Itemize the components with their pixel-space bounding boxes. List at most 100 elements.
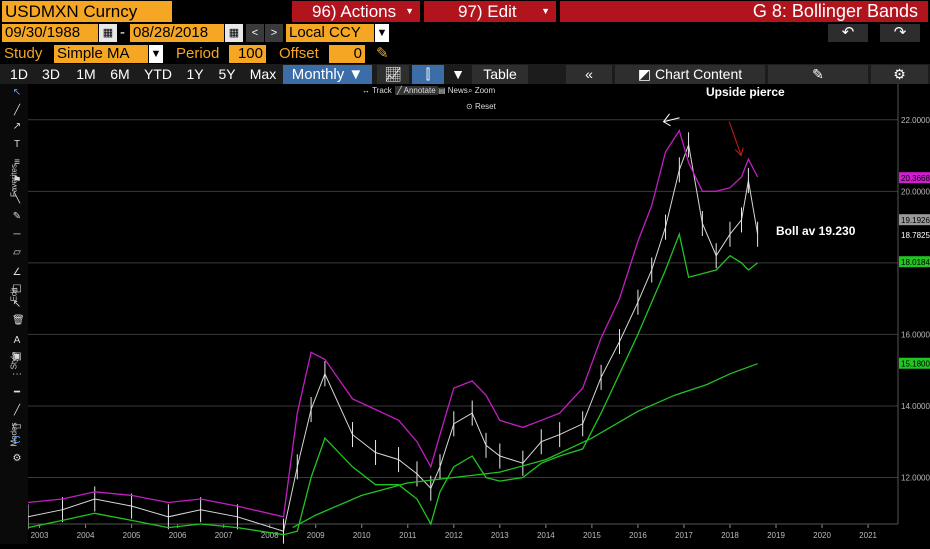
tf-max[interactable]: Max <box>249 66 277 82</box>
reset-label: Reset <box>474 102 496 111</box>
shape-tool-icon[interactable]: ◱ <box>12 283 22 294</box>
last-value-label: 18.0184 <box>901 258 930 267</box>
settings-gear-icon[interactable]: ⚙ <box>871 65 928 84</box>
calendar-icon[interactable]: ▦ <box>99 24 117 42</box>
angle-tool-icon[interactable]: ∠ <box>12 267 22 278</box>
line-width-icon[interactable]: ━ <box>13 387 21 398</box>
drawing-toolbar: ↖ ╱ ↗ T ≡ ⚑ ╲ ✎ ─ ▱ ∠ ◱ ↖ 🗑︎ A ▣ ⋯ ━ ╱ ▭… <box>0 84 28 544</box>
edit-chart-icon[interactable]: ✎ <box>768 65 868 84</box>
chart-content-button[interactable]: ◩ Chart Content <box>615 65 765 84</box>
chart-title: G 8: Bollinger Bands <box>560 1 928 22</box>
next-arrow-icon[interactable]: > <box>265 24 283 42</box>
series-ma-100 <box>292 363 758 529</box>
end-date-input[interactable]: 08/28/2018 <box>130 24 224 42</box>
track-label: Track <box>372 86 392 95</box>
calendar-icon[interactable]: ▦ <box>225 24 243 42</box>
actions-menu[interactable]: 96) Actions ▼ <box>292 1 420 22</box>
style-tool-icon[interactable]: A <box>13 335 21 346</box>
series-price <box>27 142 759 532</box>
timeframe-toolbar: 1D 3D 1M 6M YTD 1Y 5Y Max Monthly ▼ 📈︎ ⫿… <box>0 64 930 84</box>
cursor-icon[interactable]: ↖ <box>12 87 22 98</box>
x-tick-label: 2009 <box>307 531 325 540</box>
table-button[interactable]: Table <box>472 65 528 84</box>
chart-type-dropdown-icon[interactable]: ▼ <box>446 65 470 84</box>
forward-button[interactable]: ↷ <box>880 24 920 42</box>
channel-tool-icon[interactable]: ▱ <box>13 247 21 258</box>
last-value-label: 20.3668 <box>901 174 930 183</box>
x-tick-label: 2003 <box>31 531 49 540</box>
reset-button[interactable]: ⊙ Reset <box>466 102 496 111</box>
last-value-label: 19.1926 <box>901 216 930 225</box>
offset-input[interactable]: 0 <box>329 45 365 63</box>
frequency-select[interactable]: Monthly ▼ <box>283 65 372 84</box>
trendline-icon[interactable]: ╱ <box>13 105 21 116</box>
chart-area[interactable]: 12.000014.000016.000018.000020.000022.00… <box>27 84 930 549</box>
hline-tool-icon[interactable]: ─ <box>13 229 21 240</box>
study-bar: Study Simple MA ▼ Period 100 Offset 0 ✎ <box>0 44 930 64</box>
x-tick-label: 2008 <box>261 531 279 540</box>
annotate-mode[interactable]: ╱ Annotate <box>395 86 438 95</box>
title-bar: USDMXN Curncy 96) Actions ▼ 97) Edit ▼ G… <box>0 0 930 23</box>
fill-tool-icon[interactable]: ▣ <box>12 351 22 362</box>
series-lower-band <box>27 231 758 536</box>
last-value-label: 15.1800 <box>901 360 930 369</box>
news-mode[interactable]: ▤ News <box>438 86 468 95</box>
trash-icon[interactable]: 🗑︎ <box>12 315 25 326</box>
last-value-box <box>899 214 930 226</box>
chart-icon: ◩ <box>637 66 655 82</box>
currency-select[interactable]: Local CCY <box>286 24 374 42</box>
tf-3d[interactable]: 3D <box>42 66 60 82</box>
bollinger-chart[interactable]: 12.000014.000016.000018.000020.000022.00… <box>27 84 930 544</box>
x-tick-label: 2010 <box>353 531 371 540</box>
x-tick-label: 2021 <box>859 531 877 540</box>
red-arrowhead <box>734 147 744 157</box>
caret-down-icon: ▼ <box>405 6 414 16</box>
arrow-tool-icon[interactable]: ↗ <box>12 121 22 132</box>
edit-menu[interactable]: 97) Edit ▼ <box>424 1 556 22</box>
date-range-bar: 09/30/1988 ▦ - 08/28/2018 ▦ < > Local CC… <box>0 23 930 43</box>
period-input[interactable]: 100 <box>229 45 266 63</box>
refresh-icon[interactable]: C <box>13 435 21 446</box>
collapse-icon[interactable]: « <box>566 65 612 84</box>
ray-tool-icon[interactable]: ╲ <box>13 193 21 204</box>
tf-1d[interactable]: 1D <box>10 66 28 82</box>
x-tick-label: 2017 <box>675 531 693 540</box>
x-tick-label: 2015 <box>583 531 601 540</box>
pencil-icon[interactable]: ✎ <box>376 45 389 62</box>
text-tool-icon[interactable]: T <box>13 139 21 150</box>
track-mode[interactable]: ↔ Track <box>362 86 392 95</box>
dropdown-icon[interactable]: ▼ <box>149 45 163 63</box>
chart-content-label: Chart Content <box>654 66 743 82</box>
y-tick-label: 16.0000 <box>901 330 930 339</box>
tf-ytd[interactable]: YTD <box>144 66 172 82</box>
pierce-arrowhead <box>662 113 671 127</box>
zoom-mode[interactable]: ⌕ Zoom <box>468 86 496 95</box>
tf-5y[interactable]: 5Y <box>218 66 236 82</box>
study-select[interactable]: Simple MA <box>54 45 148 63</box>
ticker-field[interactable]: USDMXN Curncy <box>2 1 172 22</box>
mode-box-icon[interactable]: ▭ <box>12 421 22 432</box>
edit-section-label: Edit <box>9 287 19 302</box>
line-chart-icon[interactable]: 📈︎ <box>377 65 409 84</box>
x-tick-label: 2005 <box>123 531 141 540</box>
back-button[interactable]: ↶ <box>828 24 868 42</box>
prev-arrow-icon[interactable]: < <box>246 24 264 42</box>
select-tool-icon[interactable]: ↖ <box>12 299 22 310</box>
fib-tool-icon[interactable]: ≡ <box>14 157 20 168</box>
dropdown-icon[interactable]: ▼ <box>375 24 389 42</box>
annotate-label: Annotate <box>403 86 436 95</box>
flag-tool-icon[interactable]: ⚑ <box>12 175 22 186</box>
x-tick-label: 2020 <box>813 531 831 540</box>
period-label: Period <box>176 45 220 62</box>
line-style-icon[interactable]: ⋯ <box>12 369 22 380</box>
study-label: Study <box>4 45 43 62</box>
tf-1y[interactable]: 1Y <box>186 66 204 82</box>
favorites-label: Favorites <box>9 164 19 197</box>
tf-6m[interactable]: 6M <box>110 66 130 82</box>
pen-tool-icon[interactable]: ✎ <box>12 211 22 222</box>
mode-slash-icon[interactable]: ╱ <box>13 405 21 416</box>
tf-1m[interactable]: 1M <box>76 66 96 82</box>
bar-chart-icon[interactable]: ⫿ <box>412 65 444 84</box>
toolbar-settings-icon[interactable]: ⚙ <box>12 453 22 464</box>
start-date-input[interactable]: 09/30/1988 <box>2 24 98 42</box>
